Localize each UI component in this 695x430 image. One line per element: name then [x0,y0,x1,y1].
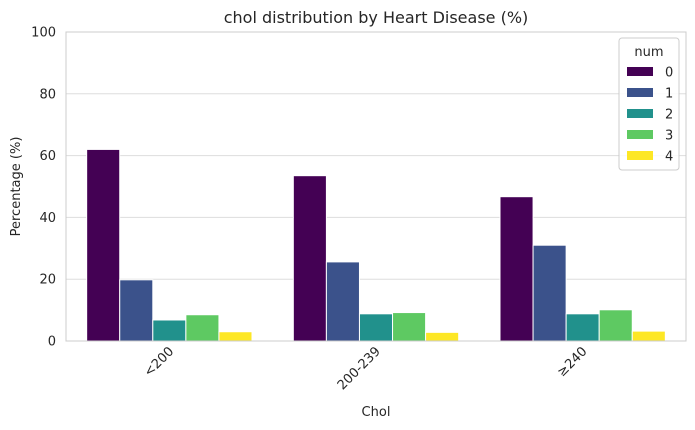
legend-items: 0 1 2 3 4 [627,66,673,165]
grid [66,31,686,342]
legend-label-1: 1 [665,87,673,102]
bars [86,148,666,342]
bar-≥240-series-4 [631,330,666,342]
bar-<200-series-2 [152,319,187,342]
legend-label-0: 0 [665,66,673,81]
bar-≥240-series-0 [499,196,534,342]
legend-label-3: 3 [665,129,673,144]
y-ticks: 0 20 40 60 80 100 [31,26,56,350]
legend: num 0 1 2 3 4 [618,37,680,171]
legend-swatch-1 [627,88,653,97]
bar-<200-series-0 [86,148,121,342]
x-tick-label: 200-239 [335,344,384,393]
bar-≥240-series-3 [598,309,633,342]
x-tick-label: <200 [141,344,177,380]
x-tick-label: ≥240 [555,344,591,380]
bar-200-239-series-0 [292,175,327,342]
y-tick-label: 40 [39,211,56,226]
y-tick-label: 20 [39,273,56,288]
bar-<200-series-1 [119,279,154,342]
bar-200-239-series-1 [325,261,360,342]
bar-≥240-series-2 [565,313,600,342]
bar-<200-series-4 [218,331,253,342]
bar-≥240-series-1 [532,244,567,342]
legend-title: num [634,45,663,60]
x-ticks: <200 200-239 ≥240 [141,344,590,393]
y-tick-label: 80 [39,87,56,102]
y-axis-label: Percentage (%) [9,137,24,237]
chart-title: chol distribution by Heart Disease (%) [224,8,529,27]
legend-swatch-0 [627,67,653,76]
legend-label-4: 4 [665,150,673,165]
y-tick-label: 60 [39,149,56,164]
bar-<200-series-3 [185,314,220,342]
plot-frame [65,31,687,342]
legend-swatch-3 [627,130,653,139]
legend-swatch-4 [627,151,653,160]
legend-label-2: 2 [665,108,673,123]
y-tick-label: 0 [48,335,56,350]
bar-200-239-series-4 [425,331,460,342]
bar-200-239-series-3 [392,312,427,342]
x-axis-label: Chol [362,405,391,420]
bar-200-239-series-2 [358,313,394,342]
y-tick-label: 100 [31,26,56,41]
legend-swatch-2 [627,109,653,118]
